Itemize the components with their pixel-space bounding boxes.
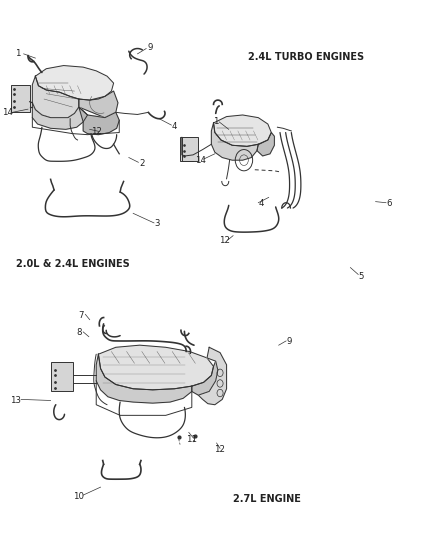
Polygon shape: [212, 123, 258, 160]
Text: 14: 14: [2, 108, 13, 117]
Polygon shape: [192, 361, 218, 395]
Polygon shape: [32, 76, 79, 119]
Text: 2.4L TURBO ENGINES: 2.4L TURBO ENGINES: [248, 52, 364, 61]
Text: 7: 7: [78, 311, 84, 320]
FancyBboxPatch shape: [11, 85, 30, 112]
Text: 2: 2: [139, 159, 145, 168]
Text: 4: 4: [258, 199, 264, 208]
FancyBboxPatch shape: [180, 138, 198, 161]
Text: 13: 13: [11, 396, 21, 405]
Text: 10: 10: [73, 491, 85, 500]
Text: 11: 11: [186, 435, 197, 444]
Text: 1: 1: [15, 50, 21, 58]
Text: 3: 3: [154, 220, 160, 229]
Polygon shape: [214, 115, 271, 147]
Text: 12: 12: [219, 237, 230, 246]
Text: 4: 4: [172, 122, 177, 131]
Text: 2.0L & 2.4L ENGINES: 2.0L & 2.4L ENGINES: [16, 259, 130, 269]
Polygon shape: [257, 133, 274, 156]
Polygon shape: [79, 91, 118, 118]
Polygon shape: [96, 354, 192, 403]
Text: 9: 9: [287, 337, 292, 346]
Text: 12: 12: [91, 127, 102, 136]
Text: 9: 9: [148, 43, 153, 52]
Text: 6: 6: [387, 199, 392, 208]
Text: 12: 12: [214, 445, 225, 454]
Text: 8: 8: [76, 328, 81, 337]
Text: 14: 14: [195, 156, 206, 165]
Text: 5: 5: [359, 272, 364, 280]
Text: 1: 1: [213, 117, 219, 126]
Polygon shape: [198, 348, 226, 405]
Text: 2.7L ENGINE: 2.7L ENGINE: [233, 494, 301, 504]
Polygon shape: [32, 103, 88, 130]
Polygon shape: [79, 107, 119, 135]
Polygon shape: [99, 345, 214, 390]
FancyBboxPatch shape: [51, 362, 73, 391]
Polygon shape: [35, 66, 113, 100]
